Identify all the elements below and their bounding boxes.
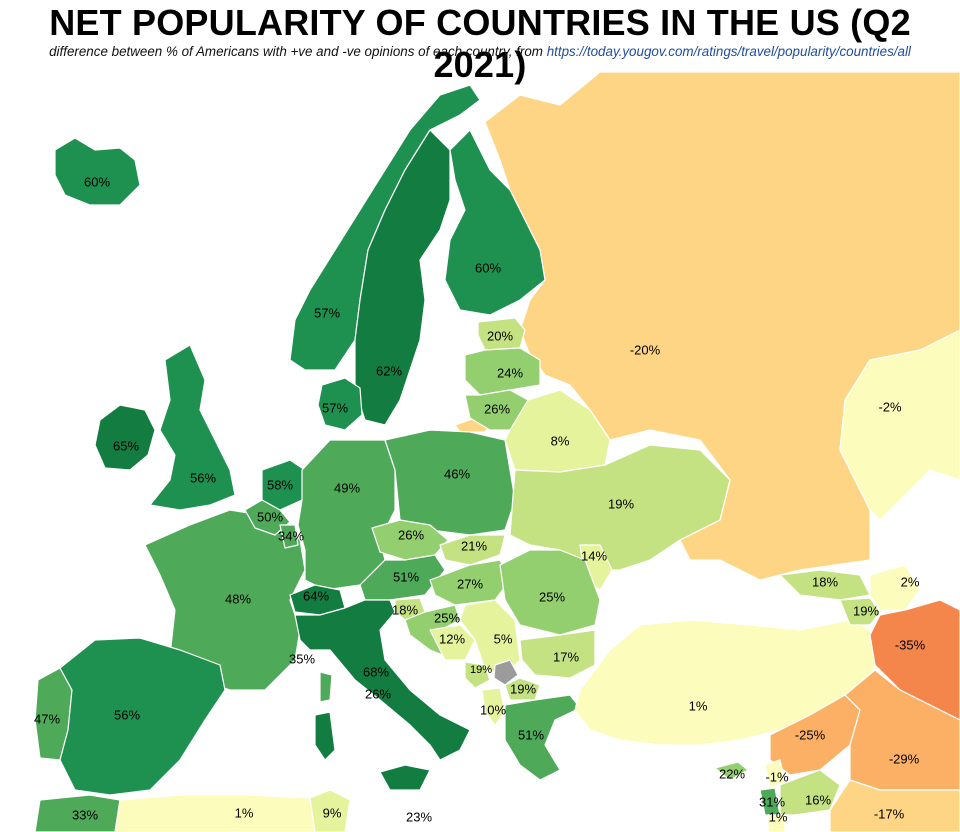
country-label-spain: 56% <box>114 707 140 722</box>
country-label-iran: -35% <box>895 637 926 652</box>
country-label-syria: -25% <box>795 727 826 742</box>
country-label-monaco: 35% <box>289 651 315 666</box>
country-label-cyprus: 22% <box>719 766 745 781</box>
country-label-norway: 57% <box>314 305 340 320</box>
country-label-armenia: 19% <box>853 603 879 618</box>
country-label-austria: 51% <box>393 569 419 584</box>
region-kosovo <box>493 659 519 686</box>
region-spain <box>59 637 226 796</box>
region-sardinia <box>314 711 336 761</box>
country-label-romania: 25% <box>539 589 565 604</box>
country-label-albania: 10% <box>480 702 506 717</box>
country-label-russia: -20% <box>630 342 661 357</box>
country-label-malta: 23% <box>406 809 432 824</box>
country-label-greece: 51% <box>518 727 544 742</box>
country-label-belgium: 50% <box>257 509 283 524</box>
country-label-palestine: 1% <box>769 809 788 824</box>
country-label-denmark: 57% <box>322 400 348 415</box>
country-label-san-marino: 26% <box>365 686 391 701</box>
region-algeria <box>114 794 316 832</box>
region-bosnia <box>429 624 476 661</box>
country-label-poland: 46% <box>444 466 470 481</box>
country-label-lebanon: -1% <box>765 769 789 784</box>
country-label-sweden: 62% <box>376 363 402 378</box>
region-saudi-arabia <box>829 779 960 832</box>
country-label-bulgaria: 17% <box>553 649 579 664</box>
region-kazakhstan <box>839 329 960 521</box>
source-link[interactable]: https://today.yougov.com/ratings/travel/… <box>546 44 911 59</box>
country-label-luxembourg: 34% <box>278 528 304 543</box>
region-denmark <box>317 377 363 431</box>
subtitle-text: difference between % of Americans with +… <box>49 44 543 59</box>
region-latvia <box>464 347 541 396</box>
region-albania <box>481 687 506 726</box>
country-label-portugal: 47% <box>34 711 60 726</box>
country-label-switzerland: 64% <box>303 588 329 603</box>
region-cyprus <box>714 761 749 781</box>
country-label-belarus: 8% <box>551 433 570 448</box>
country-label-hungary: 27% <box>457 576 483 591</box>
country-label-north-macedonia: 19% <box>510 681 536 696</box>
country-label-czechia: 26% <box>398 527 424 542</box>
region-lebanon <box>764 759 786 789</box>
map-title: NET POPULARITY OF COUNTRIES IN THE US (Q… <box>49 2 911 85</box>
region-ireland <box>94 404 156 471</box>
country-label-moldova: 14% <box>581 548 607 563</box>
country-label-jordan: 16% <box>805 792 831 807</box>
country-label-latvia: 24% <box>497 365 523 380</box>
country-label-germany: 49% <box>334 480 360 495</box>
country-label-iraq: -29% <box>889 751 920 766</box>
country-label-algeria: 1% <box>235 805 254 820</box>
country-label-kazakhstan: -2% <box>878 399 902 414</box>
region-luxembourg <box>279 524 299 549</box>
region-bulgaria <box>519 629 596 679</box>
region-italy <box>294 599 471 761</box>
region-belgium <box>244 499 291 536</box>
region-romania <box>499 549 601 636</box>
country-label-italy: 68% <box>363 664 389 679</box>
country-label-bosnia: 12% <box>439 631 465 646</box>
country-label-ukraine: 19% <box>608 496 634 511</box>
region-corsica <box>319 671 333 703</box>
region-poland <box>384 429 516 536</box>
country-label-netherlands: 58% <box>267 477 293 492</box>
region-hungary <box>429 559 511 606</box>
country-label-ireland: 65% <box>113 438 139 453</box>
country-label-slovenia: 18% <box>392 602 418 617</box>
region-slovakia <box>439 534 506 566</box>
country-label-turkey: 1% <box>689 698 708 713</box>
country-label-croatia: 25% <box>434 610 460 625</box>
country-label-azerbaijan: 2% <box>901 574 920 589</box>
country-label-tunisia: 9% <box>323 805 342 820</box>
country-label-finland: 60% <box>475 260 501 275</box>
region-sicily <box>379 764 431 791</box>
region-north-macedonia <box>504 677 541 701</box>
country-label-united-kingdom: 56% <box>190 470 216 485</box>
region-sweden <box>354 129 451 426</box>
country-labels: 60% 57% 62% 60% -20% -2% 20% 24% 26% 57% 65% 56% 58%… <box>34 174 926 824</box>
country-label-estonia: 20% <box>487 328 513 343</box>
country-label-saudi-arabia: -17% <box>874 806 905 821</box>
country-label-slovakia: 21% <box>461 538 487 553</box>
country-label-morocco: 33% <box>72 807 98 822</box>
region-iceland <box>54 137 141 206</box>
country-label-iceland: 60% <box>84 174 110 189</box>
country-label-france: 48% <box>225 591 251 606</box>
country-label-georgia: 18% <box>812 574 838 589</box>
country-label-israel: 31% <box>759 794 785 809</box>
country-label-montenegro: 19% <box>470 664 492 676</box>
country-label-serbia: 5% <box>494 631 513 646</box>
map-subtitle: difference between % of Americans with +… <box>0 44 960 59</box>
region-ukraine <box>509 444 731 571</box>
region-armenia <box>839 597 881 626</box>
region-finland <box>444 129 546 316</box>
region-palestine <box>767 814 786 832</box>
region-uk <box>149 344 236 511</box>
region-greece <box>504 694 581 781</box>
region-montenegro <box>464 661 491 689</box>
region-tunisia <box>309 789 351 832</box>
country-label-lithuania: 26% <box>484 401 510 416</box>
